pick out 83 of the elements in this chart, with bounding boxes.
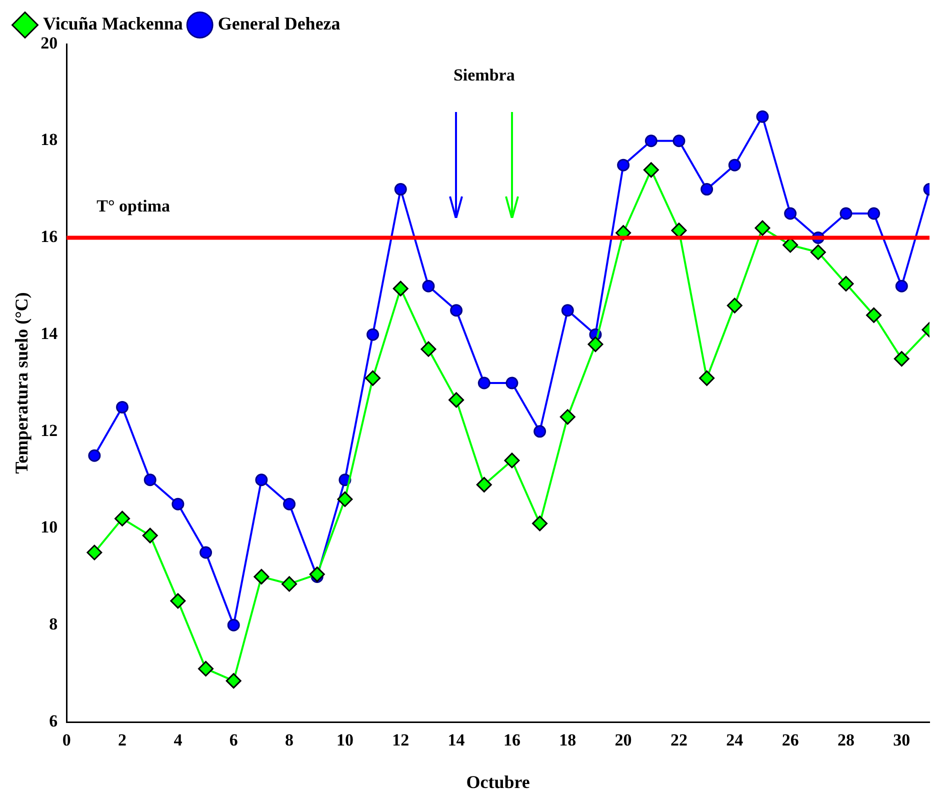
point [644, 134, 658, 148]
ref-line-label: T° optima [96, 196, 170, 216]
point [309, 566, 325, 582]
point [114, 510, 130, 526]
x-tick-label: 20 [614, 730, 632, 750]
point [728, 158, 741, 172]
point [560, 409, 576, 425]
y-tick-label: 14 [40, 324, 58, 343]
x-tick-label: 4 [174, 730, 183, 750]
point [838, 276, 854, 292]
point [699, 370, 715, 386]
point [504, 452, 520, 468]
point [170, 593, 186, 609]
y-tick-label: 6 [49, 711, 58, 730]
x-tick-label: 14 [448, 730, 466, 750]
point [506, 376, 518, 390]
y-axis-title: Temperatura suelo (°C) [11, 292, 32, 474]
point [392, 280, 408, 296]
point [142, 528, 158, 544]
x-tick-label: 12 [392, 730, 410, 750]
point [420, 341, 436, 357]
x-tick-label: 16 [503, 730, 520, 750]
point [868, 207, 880, 220]
point [588, 336, 604, 352]
point [422, 280, 435, 292]
point [840, 207, 852, 220]
point [810, 244, 826, 260]
point [756, 110, 769, 123]
point [532, 516, 548, 532]
point [255, 474, 268, 486]
y-tick-label: 12 [40, 420, 58, 440]
x-tick-label: 8 [285, 730, 294, 750]
x-axis-title: Octubre [466, 772, 530, 792]
x-tick-label: 18 [559, 730, 576, 750]
x-tick-label: 24 [726, 730, 744, 750]
point [88, 449, 101, 462]
point [478, 376, 490, 390]
y-tick-label: 8 [49, 614, 58, 634]
x-tick-label: 2 [118, 730, 127, 750]
x-tick-label: 22 [670, 730, 688, 750]
point [895, 280, 908, 292]
y-tick-label: 18 [40, 130, 58, 150]
point [116, 400, 129, 414]
x-tick-label: 6 [229, 730, 238, 750]
point [476, 476, 492, 492]
point [561, 304, 574, 317]
legend-label: General Deheza [218, 14, 340, 34]
x-tick-label: 0 [62, 730, 71, 750]
point [226, 673, 242, 689]
point [254, 568, 270, 584]
legend-label: Vicuña Mackenna [43, 14, 183, 34]
point [172, 498, 184, 510]
point [365, 370, 381, 386]
point [144, 474, 156, 486]
point [754, 220, 770, 236]
point [700, 183, 714, 196]
point [448, 392, 464, 408]
point [643, 162, 659, 178]
y-tick-label: 20 [40, 33, 58, 52]
point [227, 618, 240, 632]
x-tick-label: 10 [336, 730, 354, 750]
point [617, 158, 630, 172]
point [866, 307, 882, 323]
point [726, 298, 742, 314]
point [366, 328, 380, 341]
annotation: Siembra [453, 65, 516, 84]
x-tick-label: 30 [893, 730, 910, 750]
point [784, 207, 797, 220]
point [283, 498, 296, 510]
y-tick-label: 10 [40, 518, 58, 537]
x-tick-label: 26 [782, 730, 799, 750]
point [534, 425, 546, 438]
x-tick-label: 28 [837, 730, 854, 750]
point [282, 576, 298, 592]
point [198, 660, 214, 676]
point [450, 304, 463, 317]
point [894, 351, 910, 367]
point [86, 544, 102, 560]
point [672, 134, 686, 148]
point [337, 491, 353, 507]
point [394, 183, 407, 196]
y-tick-label: 16 [40, 227, 58, 246]
point [200, 546, 212, 559]
